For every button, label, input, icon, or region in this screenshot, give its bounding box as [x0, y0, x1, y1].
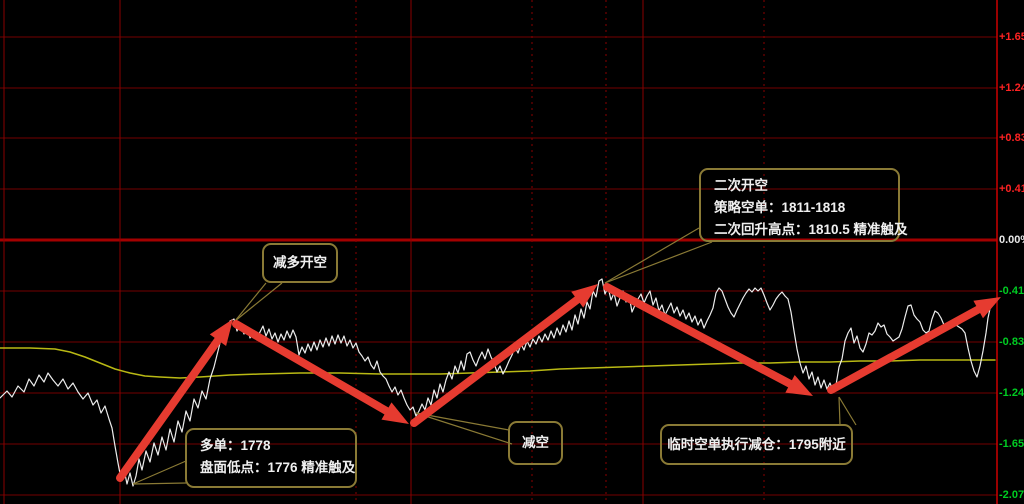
callout-reduce-short[interactable]: 减空: [508, 421, 563, 465]
callout-temp-short-reduce[interactable]: 临时空单执行减仓：1795附近: [660, 424, 853, 465]
trend-arrows: [116, 283, 1001, 482]
y-axis-tick-label: -1.65%: [999, 438, 1024, 450]
callout-text: 减空: [522, 435, 549, 450]
y-axis-tick-label: -1.24%: [999, 387, 1024, 399]
grid-vertical-lines: [3, 0, 765, 504]
callout-text: 减多开空: [273, 255, 327, 270]
y-axis-tick-label: -0.41%: [999, 285, 1024, 297]
y-axis-tick-label: +1.65%: [999, 31, 1024, 43]
callout-text: 策略空单：1811-1818: [714, 200, 846, 215]
callout-second-open-short[interactable]: 二次开空 策略空单：1811-1818 二次回升高点：1810.5 精准触及: [699, 168, 908, 242]
y-axis-tick-label: 0.00%: [999, 234, 1024, 246]
callout-text: 盘面低点：1776 精准触及: [200, 460, 356, 475]
callout-text: 二次开空: [714, 178, 768, 193]
callout-long-order[interactable]: 多单：1778 盘面低点：1776 精准触及: [185, 428, 357, 488]
y-axis-tick-label: +1.24%: [999, 82, 1024, 94]
y-axis-tick-label: -0.83%: [999, 336, 1024, 348]
price-line: [0, 278, 992, 487]
y-axis-tick-label: -2.07%: [999, 489, 1024, 501]
callout-text: 二次回升高点：1810.5 精准触及: [714, 222, 908, 237]
grid-horizontal-lines: [0, 36, 997, 496]
callout-text: 临时空单执行减仓：1795附近: [667, 436, 846, 452]
callout-reduce-long-open-short[interactable]: 减多开空: [262, 243, 338, 283]
y-axis-tick-label: +0.41%: [999, 183, 1024, 195]
y-axis-tick-label: +0.83%: [999, 132, 1024, 144]
callout-text: 多单：1778: [200, 438, 271, 453]
callout-leader-lines: [132, 227, 857, 485]
